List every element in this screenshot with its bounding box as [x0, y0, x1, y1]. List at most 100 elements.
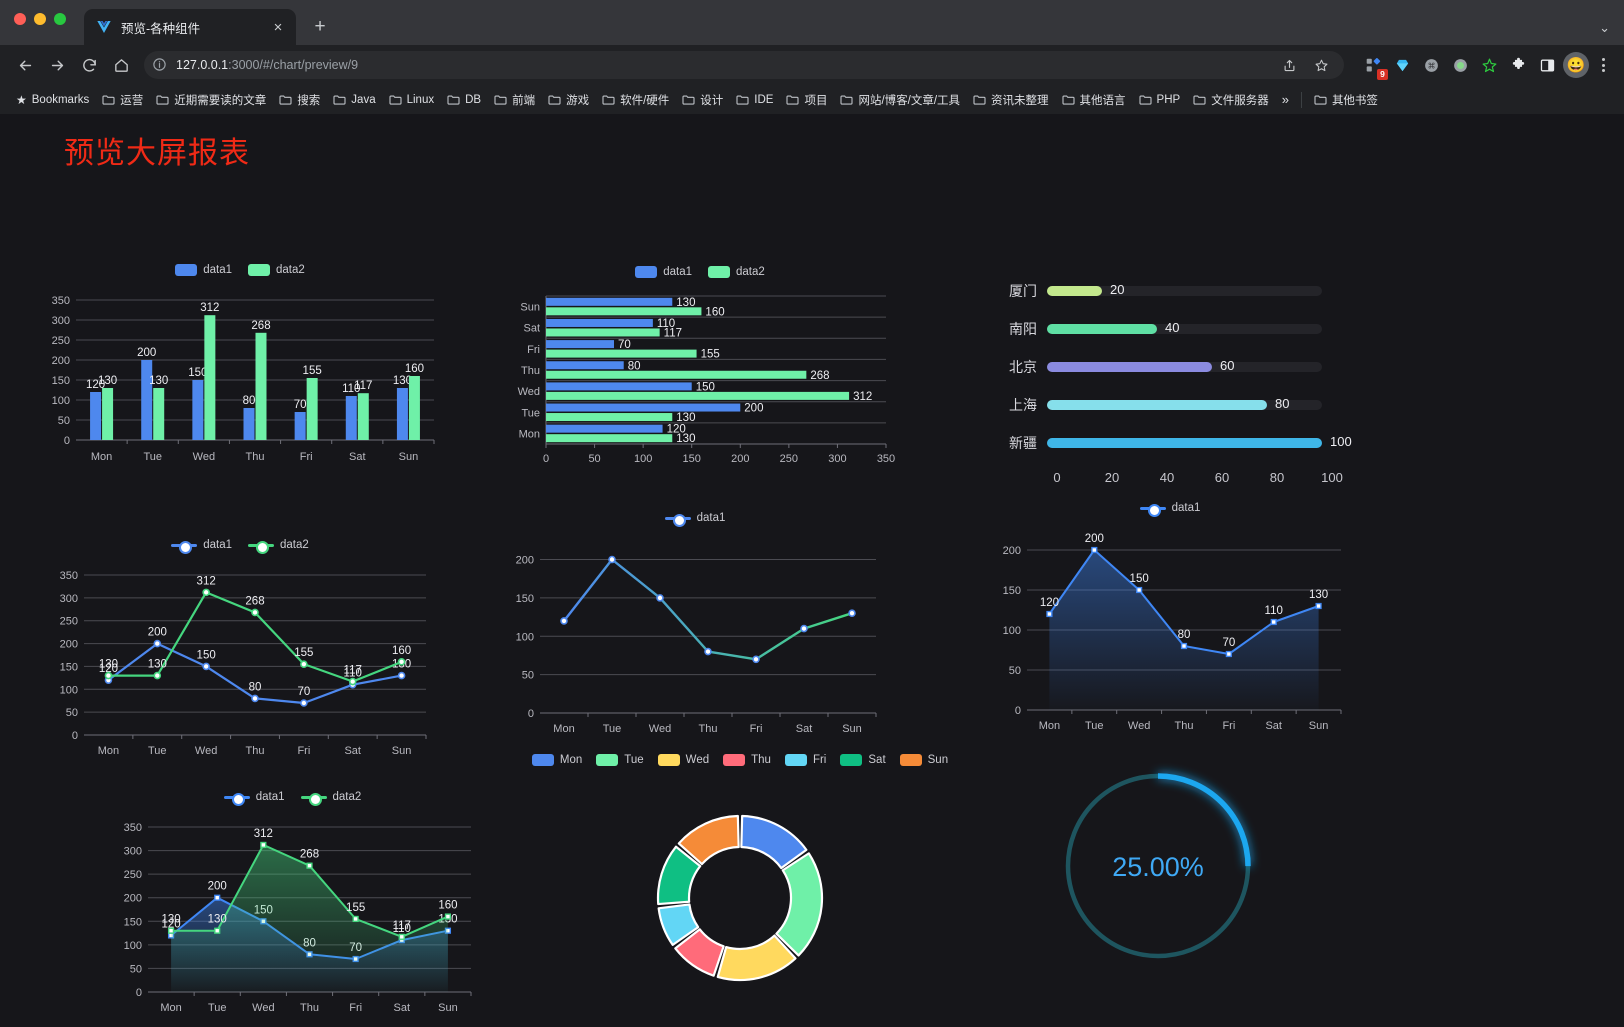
data-point: [300, 699, 308, 707]
svg-text:Sat: Sat: [796, 723, 813, 735]
bookmark-folder[interactable]: 软件/硬件: [596, 89, 675, 111]
legend-item[interactable]: data1: [664, 512, 725, 527]
bookmark-folder[interactable]: PHP: [1133, 91, 1187, 109]
svg-text:250: 250: [780, 453, 798, 465]
svg-text:80: 80: [628, 360, 641, 372]
close-tab-button[interactable]: ×: [273, 18, 283, 36]
legend-label: data1: [203, 539, 232, 551]
svg-text:200: 200: [516, 555, 534, 567]
circle-green-icon[interactable]: [1447, 52, 1473, 78]
legend-item[interactable]: Tue: [596, 754, 644, 766]
bookmark-folder[interactable]: DB: [441, 91, 487, 109]
legend-item[interactable]: Sat: [840, 754, 886, 766]
bookmark-folder[interactable]: Linux: [383, 91, 441, 109]
bookmark-folder-label: PHP: [1156, 93, 1181, 106]
legend-item[interactable]: Wed: [657, 754, 709, 766]
bar: [546, 424, 663, 433]
diamond-icon[interactable]: [1389, 52, 1415, 78]
legend-item[interactable]: Thu: [723, 754, 771, 766]
bookmark-folder[interactable]: 游戏: [542, 89, 595, 111]
bookmark-folder[interactable]: 搜索: [273, 89, 326, 111]
data-point: [1136, 586, 1143, 594]
data-point: [251, 608, 259, 617]
svg-text:0: 0: [543, 453, 549, 465]
info-circle-icon[interactable]: [152, 57, 168, 73]
close-window-button[interactable]: [14, 13, 26, 25]
legend-swatch: [596, 754, 619, 766]
svg-text:130: 130: [161, 914, 180, 926]
bar: [294, 412, 306, 440]
share-icon[interactable]: [1274, 50, 1304, 80]
bar: [546, 434, 673, 443]
maximize-window-button[interactable]: [54, 13, 66, 25]
legend-item[interactable]: data2: [708, 266, 765, 278]
data-point: [608, 555, 616, 564]
back-button[interactable]: [10, 50, 40, 80]
address-bar[interactable]: 127.0.0.1:3000/#/chart/preview/9: [144, 51, 1344, 79]
minimize-window-button[interactable]: [34, 13, 46, 25]
kebab-menu-icon[interactable]: [1592, 52, 1614, 78]
data-point: [348, 677, 357, 686]
svg-text:100: 100: [634, 453, 652, 465]
chart-area-single-svg: 0 50 100 150 200 Mon Tue Wed Thu Fri Sat Sun 120 200 1…: [1003, 533, 1342, 732]
svg-text:100: 100: [1003, 625, 1021, 637]
legend-item[interactable]: data1: [1139, 502, 1200, 517]
bookmark-folder[interactable]: 运营: [96, 89, 149, 111]
legend-label: data1: [663, 266, 692, 278]
svg-text:268: 268: [300, 849, 319, 861]
reload-button[interactable]: [74, 50, 104, 80]
extensions-grid-icon[interactable]: 9: [1360, 52, 1388, 80]
folder-icon: [602, 94, 615, 105]
svg-text:110: 110: [1265, 605, 1283, 617]
tab-title: 预览-各种组件: [121, 21, 201, 36]
bookmark-folder[interactable]: 资讯未整理: [967, 89, 1055, 111]
svg-text:150: 150: [1130, 573, 1149, 585]
bookmark-folder[interactable]: 前端: [488, 89, 541, 111]
bookmark-folder[interactable]: 其他语言: [1056, 89, 1132, 111]
legend-item[interactable]: data1: [635, 266, 692, 278]
sidepanel-icon[interactable]: [1534, 52, 1560, 78]
legend-item[interactable]: Mon: [531, 754, 582, 766]
legend-item[interactable]: Sun: [899, 754, 948, 766]
legend-item[interactable]: data2: [248, 539, 309, 554]
tab-list-chevron-icon[interactable]: ⌄: [1599, 20, 1610, 35]
star-outline-green-icon[interactable]: [1476, 52, 1502, 78]
forward-button[interactable]: [42, 50, 72, 80]
bookmark-folder[interactable]: 近期需要读的文章: [150, 89, 272, 111]
legend-item[interactable]: data1: [171, 539, 232, 554]
bookmark-folder[interactable]: 网站/博客/文章/工具: [834, 89, 966, 111]
legend-item[interactable]: data1: [223, 791, 285, 806]
legend-item[interactable]: data2: [300, 791, 362, 806]
bar: [546, 370, 807, 379]
chart-legend: data1 data2: [100, 791, 485, 806]
home-button[interactable]: [106, 50, 136, 80]
bookmark-folder[interactable]: 项目: [780, 89, 833, 111]
command-icon[interactable]: ⌘: [1418, 52, 1444, 78]
legend-label: data2: [276, 264, 305, 276]
browser-tab[interactable]: 预览-各种组件 ×: [84, 9, 296, 45]
puzzle-icon[interactable]: [1505, 52, 1531, 78]
data-point: [398, 933, 405, 940]
svg-text:130: 130: [149, 375, 168, 387]
folder-icon: [279, 94, 292, 105]
bookmark-folder[interactable]: Java: [327, 91, 381, 109]
window-controls[interactable]: [14, 13, 66, 25]
bookmark-folder[interactable]: 文件服务器: [1187, 89, 1275, 111]
data-point: [167, 927, 175, 934]
profile-avatar[interactable]: 😀: [1563, 52, 1589, 78]
bookmarks-overflow-button[interactable]: »: [1281, 92, 1289, 107]
other-bookmarks-folder[interactable]: 其他书签: [1308, 89, 1384, 111]
bookmark-folder[interactable]: 设计: [676, 89, 729, 111]
bookmark-manager-button[interactable]: ★ Bookmarks: [10, 90, 95, 110]
new-tab-button[interactable]: +: [314, 16, 326, 37]
bookmark-folder[interactable]: IDE: [730, 91, 779, 109]
gauge-value-text: 25.00%: [1112, 852, 1204, 882]
legend-swatch: [784, 754, 807, 766]
legend-item[interactable]: data1: [175, 264, 232, 276]
legend-label: data2: [332, 791, 362, 803]
bookmark-star-icon[interactable]: [1306, 50, 1336, 80]
svg-text:200: 200: [124, 893, 142, 905]
legend-item[interactable]: data2: [248, 264, 305, 276]
svg-text:Fri: Fri: [750, 723, 763, 735]
legend-item[interactable]: Fri: [784, 754, 826, 766]
